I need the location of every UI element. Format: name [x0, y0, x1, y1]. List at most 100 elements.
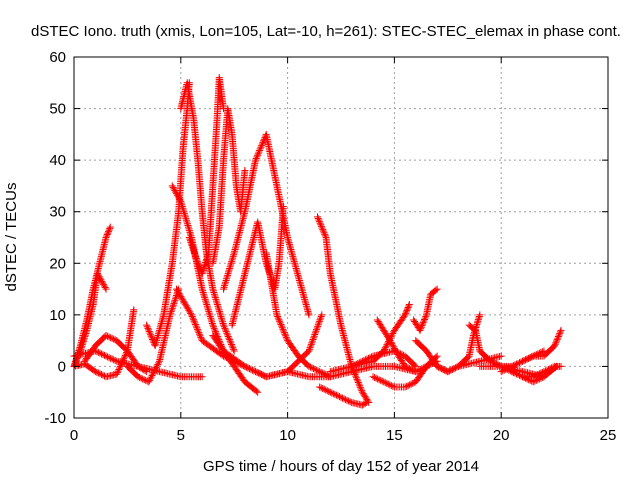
- data-point: [189, 243, 197, 251]
- data-point: [357, 385, 365, 393]
- data-point: [326, 388, 334, 396]
- data-point: [170, 298, 178, 306]
- data-point: [319, 227, 327, 235]
- data-point: [101, 284, 109, 292]
- data-point: [221, 324, 229, 332]
- data-point: [245, 365, 253, 373]
- data-point: [554, 334, 562, 342]
- data-point: [448, 365, 456, 373]
- data-point: [403, 382, 411, 390]
- data-point: [274, 314, 282, 322]
- data-point: [147, 373, 155, 381]
- data-point: [420, 317, 428, 325]
- data-point: [537, 369, 545, 377]
- data-point: [221, 280, 229, 288]
- data-point: [100, 282, 108, 290]
- data-point: [412, 320, 420, 328]
- data-point: [178, 203, 186, 211]
- data-point: [210, 324, 218, 332]
- data-point: [517, 372, 525, 380]
- data-point: [217, 313, 225, 321]
- data-point: [214, 302, 222, 310]
- data-point: [538, 348, 546, 356]
- data-point: [206, 313, 214, 321]
- data-point: [106, 225, 114, 233]
- data-point: [97, 276, 105, 284]
- data-point: [400, 312, 408, 320]
- data-point: [134, 373, 142, 381]
- x-tick-label: 25: [600, 427, 617, 444]
- data-point: [387, 382, 395, 390]
- data-point: [491, 359, 499, 367]
- data-point: [390, 343, 398, 351]
- data-point: [145, 328, 153, 336]
- data-point: [154, 360, 162, 368]
- data-point: [361, 399, 369, 407]
- data-point: [174, 288, 182, 296]
- data-point: [187, 238, 195, 246]
- data-point: [500, 366, 508, 374]
- data-series: [465, 321, 548, 381]
- data-point: [171, 295, 179, 303]
- data-series: [508, 362, 565, 381]
- data-point: [411, 317, 419, 325]
- y-tick-label: 60: [49, 49, 66, 66]
- data-point: [193, 258, 201, 266]
- data-point: [229, 254, 237, 262]
- data-point: [401, 362, 409, 370]
- data-point: [215, 306, 223, 314]
- data-point: [531, 351, 539, 359]
- data-point: [189, 314, 197, 322]
- data-point: [191, 319, 199, 327]
- data-point: [305, 311, 313, 319]
- data-point: [444, 368, 452, 376]
- data-point: [191, 321, 199, 329]
- data-point: [385, 335, 393, 343]
- data-point: [209, 285, 217, 293]
- data-point: [199, 287, 207, 295]
- data-point: [203, 302, 211, 310]
- data-point: [104, 228, 112, 236]
- data-point: [207, 314, 215, 322]
- data-point: [114, 367, 122, 375]
- data-point: [147, 332, 155, 340]
- data-point: [146, 329, 154, 337]
- data-point: [223, 275, 231, 283]
- data-point: [185, 306, 193, 314]
- data-point: [145, 326, 153, 334]
- data-point: [328, 389, 336, 397]
- data-point: [320, 229, 328, 237]
- data-point: [514, 371, 522, 379]
- data-point: [197, 333, 205, 341]
- data-point: [381, 328, 389, 336]
- data-point: [378, 323, 386, 331]
- data-point: [417, 325, 425, 333]
- data-point: [169, 303, 177, 311]
- data-point: [305, 362, 313, 370]
- x-axis-label: GPS time / hours of day 152 of year 2014: [203, 458, 479, 475]
- data-point: [519, 357, 527, 365]
- data-point: [276, 317, 284, 325]
- data-point: [143, 321, 151, 329]
- data-point: [209, 321, 217, 329]
- data-point: [105, 226, 113, 234]
- data-point: [179, 206, 187, 214]
- y-tick-label: 0: [58, 358, 66, 375]
- data-point: [529, 373, 537, 381]
- data-point: [512, 370, 520, 378]
- data-point: [399, 359, 407, 367]
- data-point: [177, 293, 185, 301]
- data-point: [353, 375, 361, 383]
- data-point: [315, 317, 323, 325]
- data-point: [389, 341, 397, 349]
- data-point: [416, 365, 424, 373]
- data-point: [445, 367, 453, 375]
- data-point: [416, 326, 424, 334]
- data-point: [321, 232, 329, 240]
- data-point: [360, 400, 368, 408]
- data-point: [277, 321, 285, 329]
- data-point: [101, 351, 109, 359]
- data-point: [535, 349, 543, 357]
- data-point: [339, 394, 347, 402]
- data-point: [223, 329, 231, 337]
